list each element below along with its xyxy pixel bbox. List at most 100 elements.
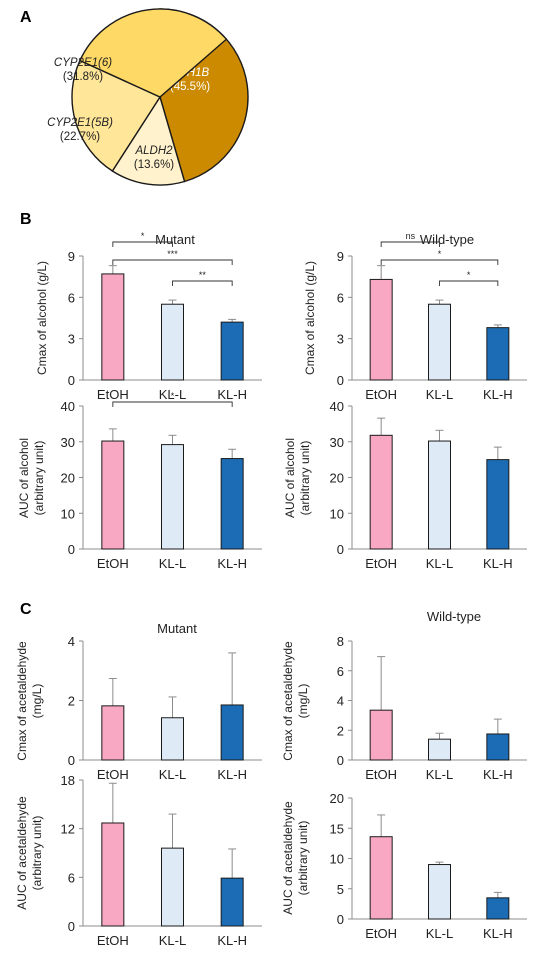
y-axis-label-line: AUC of acetaldehyde [281,801,295,915]
pie-slice-cyp2e1-5b [71,59,162,172]
y-tick-label: 30 [330,435,344,450]
bar-chart-b4: AUC of alcohol(arbitrary unit) 0 10 20 30 40 E… [283,399,527,571]
x-tick-label: KL-H [483,767,513,782]
y-tick-label: 8 [337,634,344,649]
pie-slice-cyp2e1-6 [78,8,228,98]
y-tick-label: 12 [61,822,75,837]
bar-etoh [101,273,125,381]
chart-title: Wild-type [427,609,481,624]
y-axis-label-line: AUC of acetaldehyde [15,796,29,910]
bar-chart-c1: Mutant Cmax of acetaldehyde(mg/L) 0 2 4 EtOH K… [15,621,262,782]
y-tick-label: 20 [330,791,344,806]
y-axis-label-line: (mg/L) [296,684,310,719]
significance-bracket [380,259,499,265]
y-tick-label: 0 [337,753,344,768]
x-tick-label: EtOH [97,933,129,948]
y-tick-label: 9 [68,249,75,264]
x-tick-label: EtOH [97,387,129,402]
bar-kl-h [220,877,244,927]
x-tick-label: KL-H [217,767,247,782]
y-axis-label-line: (arbitrary unit) [296,821,310,896]
y-tick-label: 9 [337,249,344,264]
bar-chart-b1: Mutant Cmax of alcohol (g/L) 0 3 6 9 EtOH KL-L K… [35,231,262,402]
x-tick-label: KL-H [483,387,513,402]
bar-kl-l [161,717,184,761]
bar-etoh [369,709,393,761]
y-tick-label: 0 [68,753,75,768]
significance-label: ** [199,270,207,280]
x-tick-label: KL-L [159,933,186,948]
y-axis-label: Cmax of acetaldehyde(mg/L) [15,641,44,761]
y-tick-label: 30 [61,435,75,450]
y-axis-label-line: (arbitrary unit) [30,816,44,891]
bar-kl-h [220,321,244,381]
y-tick-label: 10 [61,506,75,521]
significance-bracket [112,241,173,247]
y-axis-label-line: Cmax of acetaldehyde [15,641,29,761]
y-axis-label-line: Cmax of alcohol (g/L) [303,261,317,375]
y-tick-label: 20 [330,471,344,486]
y-tick-label: 0 [68,373,75,388]
x-tick-label: KL-L [426,387,453,402]
bar-kl-l [161,303,184,381]
y-axis-label: Cmax of acetaldehyde(mg/L) [281,641,310,761]
x-tick-label: KL-L [159,767,186,782]
pie-slice-aldh2 [111,95,186,186]
bar-etoh [101,705,125,761]
significance-bracket [439,280,499,286]
bar-kl-h [486,733,510,761]
x-tick-label: KL-H [483,556,513,571]
y-tick-label: 2 [337,723,344,738]
pie-label-cyp2e1-6: CYP2E1(6) [54,57,112,69]
y-tick-label: 3 [68,332,75,347]
y-tick-label: 4 [68,634,75,649]
bar-kl-h [220,458,244,550]
y-axis-label: Cmax of alcohol (g/L) [303,261,317,375]
y-tick-label: 0 [337,542,344,557]
y-tick-label: 0 [337,912,344,927]
significance-bracket [112,259,233,265]
y-tick-label: 6 [68,290,75,305]
bar-kl-h [486,327,510,381]
bar-charts: Mutant Cmax of alcohol (g/L) 0 3 6 9 EtOH KL-L K… [15,231,527,948]
bar-kl-l [428,303,451,381]
significance-label: *** [167,249,178,259]
bar-etoh [369,278,393,381]
panel-label-b: B [20,211,32,228]
bar-chart-c3: AUC of acetaldehyde(arbitrary unit) 0 6 12 1… [15,773,262,948]
y-tick-label: 0 [337,373,344,388]
pie-percent-cyp2e1-6: (31.8%) [63,71,103,83]
x-tick-label: EtOH [97,556,129,571]
x-tick-label: KL-H [217,387,247,402]
bar-chart-c4: AUC of acetaldehyde(arbitrary unit) 0 5 10 1… [281,791,527,941]
y-tick-label: 0 [68,542,75,557]
y-axis-label-line: AUC of alcohol [283,438,297,518]
significance-label: ns [406,231,416,241]
significance-bracket [172,280,233,286]
y-tick-label: 15 [330,821,344,836]
y-tick-label: 3 [337,332,344,347]
y-tick-label: 5 [337,882,344,897]
y-tick-label: 20 [61,471,75,486]
y-tick-label: 40 [330,399,344,414]
y-axis-label-line: Cmax of acetaldehyde [281,641,295,761]
y-axis-label-line: AUC of alcohol [17,438,31,518]
pie-label-aldh2: ALDH2 [134,145,173,157]
pie-percent-aldh2: (13.6%) [134,159,174,171]
x-tick-label: EtOH [97,767,129,782]
bar-chart-b2: Wild-type Cmax of alcohol (g/L) 0 3 6 9 EtOH KL… [303,231,527,402]
significance-bracket [112,401,233,407]
panel-label-a: A [20,9,32,26]
bar-kl-h [486,459,510,550]
significance-label: * [438,249,442,259]
y-axis-label: AUC of acetaldehyde(arbitrary unit) [281,801,310,915]
panel-label-c: C [20,601,32,618]
significance-label: * [171,391,175,401]
y-tick-label: 6 [337,664,344,679]
x-tick-label: KL-L [426,556,453,571]
bar-etoh [101,822,125,927]
y-axis-label: AUC of alcohol(arbitrary unit) [283,438,312,518]
y-axis-label: Cmax of alcohol (g/L) [35,261,49,375]
y-tick-label: 6 [68,870,75,885]
